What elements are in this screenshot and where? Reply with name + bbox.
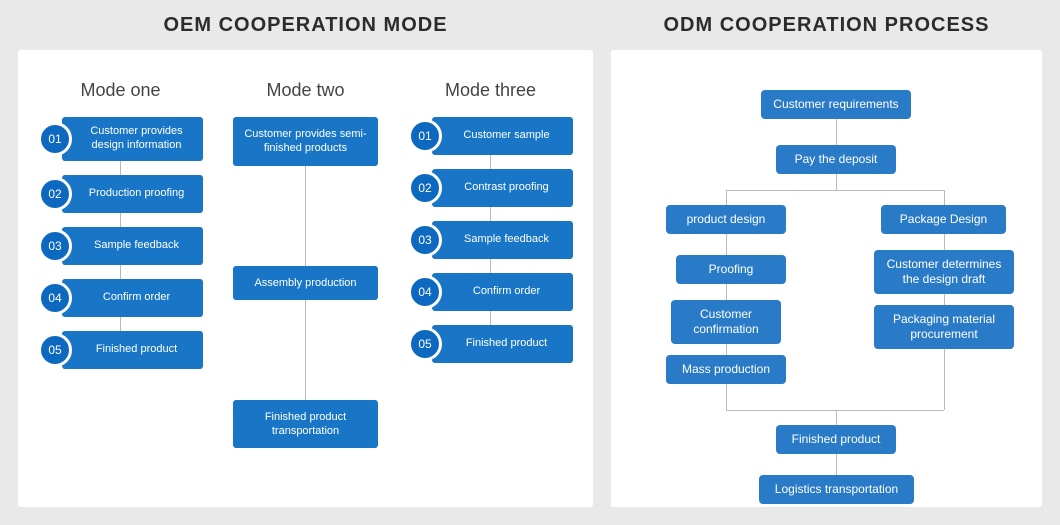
odm-node-cconf: Customer confirmation xyxy=(671,300,781,344)
connector xyxy=(944,233,945,250)
step: 04Confirm order xyxy=(408,273,573,311)
step-number: 05 xyxy=(408,327,442,361)
odm-node-req: Customer requirements xyxy=(761,90,911,119)
connector xyxy=(726,383,727,410)
connector xyxy=(120,265,121,279)
step: 04Confirm order xyxy=(38,279,203,317)
step-number: 03 xyxy=(408,223,442,257)
connector xyxy=(490,207,491,221)
step-label: Sample feedback xyxy=(62,227,203,265)
step-label: Finished product xyxy=(62,331,203,369)
oem-mode-column: Mode three01Customer sample02Contrast pr… xyxy=(408,80,573,448)
odm-node-fin: Finished product xyxy=(776,425,896,454)
step: 01Customer provides design information xyxy=(38,117,203,161)
step-number: 05 xyxy=(38,333,72,367)
step-number: 01 xyxy=(38,122,72,156)
mode-title: Mode three xyxy=(445,80,536,101)
connector xyxy=(305,166,306,266)
odm-node-proof: Proofing xyxy=(676,255,786,284)
connector xyxy=(944,345,945,410)
step-number: 04 xyxy=(38,281,72,315)
step-label: Finished product xyxy=(432,325,573,363)
step-number: 02 xyxy=(408,171,442,205)
odm-node-pkgmat: Packaging material procurement xyxy=(874,305,1014,349)
step: 02Production proofing xyxy=(38,175,203,213)
odm-title: ODM COOPERATION PROCESS xyxy=(611,14,1042,37)
odm-panel: ODM COOPERATION PROCESS Customer require… xyxy=(611,50,1042,507)
oem-title: OEM COOPERATION MODE xyxy=(18,14,593,37)
connector xyxy=(836,453,837,475)
page-root: OEM COOPERATION MODE Mode one01Customer … xyxy=(0,0,1060,525)
connector xyxy=(726,410,944,411)
step: 05Finished product xyxy=(38,331,203,369)
step-number: 01 xyxy=(408,119,442,153)
odm-node-pkgdes: Package Design xyxy=(881,205,1006,234)
odm-canvas: Customer requirements Pay the deposit prod… xyxy=(611,50,1042,507)
step-label: Customer sample xyxy=(432,117,573,155)
mode-title: Mode two xyxy=(266,80,344,101)
step: 03Sample feedback xyxy=(38,227,203,265)
odm-node-dd: Customer determines the design draft xyxy=(874,250,1014,294)
odm-node-log: Logistics transportation xyxy=(759,475,914,504)
connector xyxy=(726,190,944,191)
step-label: Customer provides semi-finished products xyxy=(233,117,378,166)
connector xyxy=(305,300,306,400)
step-label: Contrast proofing xyxy=(432,169,573,207)
connector xyxy=(490,259,491,273)
step-label: Confirm order xyxy=(62,279,203,317)
connector xyxy=(490,155,491,169)
odm-node-deposit: Pay the deposit xyxy=(776,145,896,174)
step-label: Finished product transportation xyxy=(233,400,378,449)
connector xyxy=(120,213,121,227)
connector xyxy=(490,311,491,325)
connector xyxy=(836,118,837,145)
connector xyxy=(726,190,727,205)
connector xyxy=(836,173,837,190)
step: 03Sample feedback xyxy=(408,221,573,259)
step-label: Sample feedback xyxy=(432,221,573,259)
odm-node-mass: Mass production xyxy=(666,355,786,384)
connector xyxy=(726,282,727,300)
step: 01Customer sample xyxy=(408,117,573,155)
oem-mode-column: Mode two Customer provides semi-finished … xyxy=(223,80,388,448)
connector xyxy=(120,317,121,331)
step-number: 02 xyxy=(38,177,72,211)
oem-mode-column: Mode one 01Customer provides design infor… xyxy=(38,80,203,448)
step-label: Assembly production xyxy=(233,266,378,300)
mode-title: Mode one xyxy=(80,80,160,101)
step-number: 03 xyxy=(38,229,72,263)
oem-panel: OEM COOPERATION MODE Mode one01Customer … xyxy=(18,50,593,507)
connector xyxy=(836,410,837,425)
step-label: Customer provides design information xyxy=(62,117,203,161)
step-label: Production proofing xyxy=(62,175,203,213)
step-number: 04 xyxy=(408,275,442,309)
odm-node-pdesign: product design xyxy=(666,205,786,234)
oem-columns: Mode one01Customer provides design infor… xyxy=(18,50,593,468)
step-label: Confirm order xyxy=(432,273,573,311)
step: 02Contrast proofing xyxy=(408,169,573,207)
connector xyxy=(726,233,727,255)
connector xyxy=(120,161,121,175)
step: 05Finished product xyxy=(408,325,573,363)
connector xyxy=(944,190,945,205)
